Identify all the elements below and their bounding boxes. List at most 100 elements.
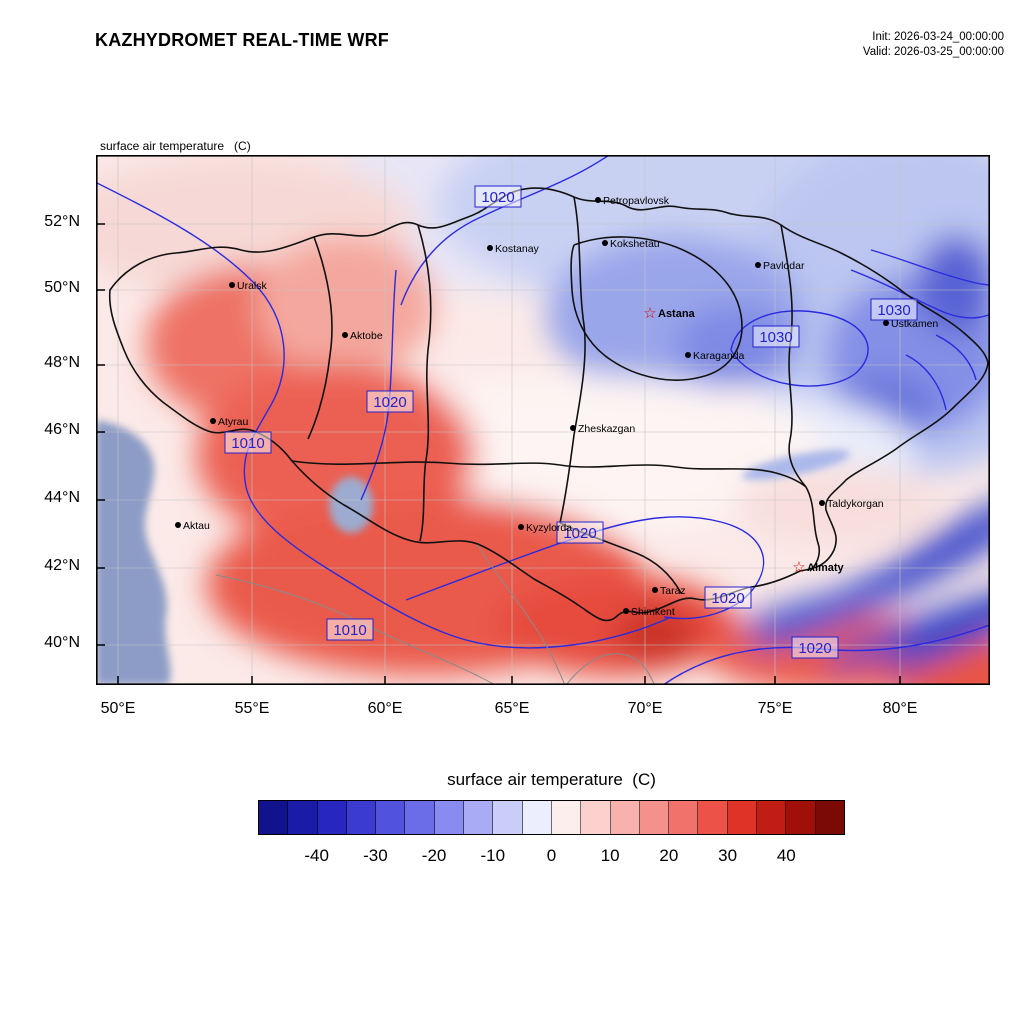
pressure-label: 1030 [877,302,910,319]
pressure-labels: 1020 1030 1030 1020 1010 1020 1020 1010 1020 [224,185,918,659]
pressure-label: 1020 [563,525,596,542]
lat-tick-label: 40°N [44,634,80,651]
isobar-line [850,269,990,319]
city-label: Kokshetau [610,238,660,250]
city-dot-icon [175,522,181,528]
colorbar-cell [405,801,435,834]
city-label: Kyzylorda [526,522,572,534]
colorbar-cell [698,801,728,834]
init-time: Init: 2026-03-24_00:00:00 [872,31,1004,43]
colorbar-cell [493,801,523,834]
city-dot-icon [819,500,825,506]
city-dot-icon [595,197,601,203]
pressure-label: 1020 [711,590,744,607]
city-dot-icon [652,587,658,593]
city-dot-icon [210,418,216,424]
valid-time: Valid: 2026-03-25_00:00:00 [862,46,1004,58]
colorbar-title: surface air temperature (C) [447,770,656,789]
city-dot-icon [685,352,691,358]
neighbor-border-line [215,574,497,685]
oblast-border [570,236,743,381]
capital-star-icon: ☆ [643,305,656,322]
pressure-label-box [791,636,839,659]
neighbor-borders [215,542,656,685]
water-bodies [96,420,850,685]
city-dot-icon [518,524,524,530]
city-label: Taraz [660,585,686,597]
colorbar-tick-label: 20 [659,846,679,865]
oblast-border [307,236,333,440]
colorbar-cell [815,801,844,834]
colorbar-tick-label: 40 [776,846,796,865]
pressure-label-box [326,618,374,641]
isobar-line [400,155,611,306]
lake-balkhash [742,449,850,481]
pressure-label: 1020 [798,640,831,657]
field-label-temperature: surface air temperature (C) [100,139,251,153]
pressure-label-box [704,586,752,609]
lon-tick-label: 70°E [627,700,663,717]
city-label: Petropavlovsk [603,195,670,207]
city-dot-icon [570,425,576,431]
colorbar-cell [376,801,406,834]
city-label: Atyrau [218,416,249,428]
colorbar-cell [727,801,758,834]
oblast-border [805,486,821,572]
pressure-label-box [474,185,522,208]
neighbor-border-line [565,653,656,685]
colorbar-cell [434,801,465,834]
oblast-border [559,196,586,524]
city-label: Almaty [807,562,845,574]
capital-star-icon: ☆ [792,559,805,576]
pressure-label: 1030 [759,329,792,346]
aral-sea [329,477,373,533]
city-label: Kostanay [495,243,540,255]
colorbar-tick-label: -10 [480,846,506,865]
lon-tick-label: 75°E [757,700,793,717]
pressure-label-box [870,298,918,321]
city-label: Aktobe [350,330,383,342]
map-frame [96,155,990,685]
city-dot-icon [755,262,761,268]
pressure-label-box [366,390,414,413]
lat-tick-label: 50°N [44,279,80,296]
colorbar-cell [757,801,787,834]
city-dot-icon [623,608,629,614]
isobar-line [730,310,869,387]
city-label: Aktau [183,520,210,532]
city-label: Uralsk [237,280,268,292]
city-dot-icon [342,332,348,338]
pressure-label-box [224,431,272,454]
city-label: Ustkamen [891,318,938,330]
lon-tick-label: 80°E [882,700,918,717]
colorbar-tick-label: 0 [546,846,557,865]
colorbar-cell [581,801,611,834]
city-label: Pavlodar [763,260,805,272]
pressure-label: 1020 [481,189,514,206]
colorbar [258,800,845,835]
colorbar-cell [346,801,377,834]
lat-tick-label: 44°N [44,489,80,506]
colorbar-tick-label: 10 [600,846,620,865]
colorbar-cell [464,801,494,834]
colorbar-cell [551,801,582,834]
colorbar-cell [259,801,289,834]
colorbar-cell [639,801,670,834]
pressure-label-box [752,325,800,348]
city-dot-icon [487,245,493,251]
colorbar-cell [522,801,552,834]
isobar-line [905,354,947,411]
lat-tick-label: 46°N [44,421,80,438]
colorbar-tick-label: -30 [363,846,388,865]
city-label: Zheskazgan [578,423,635,435]
isobar-line [935,334,977,381]
oblast-border [417,224,432,542]
oblast-border [780,224,807,488]
colorbar-cell [610,801,640,834]
colorbar-tick-label: -20 [421,846,447,865]
pressure-label: 1020 [373,394,406,411]
lon-tick-label: 60°E [367,700,403,717]
colorbar-cell [786,801,816,834]
isobar-line [96,181,672,649]
map-area: 1020 1030 1030 1020 1010 1020 1020 1010 1020 Pet… [96,155,990,685]
